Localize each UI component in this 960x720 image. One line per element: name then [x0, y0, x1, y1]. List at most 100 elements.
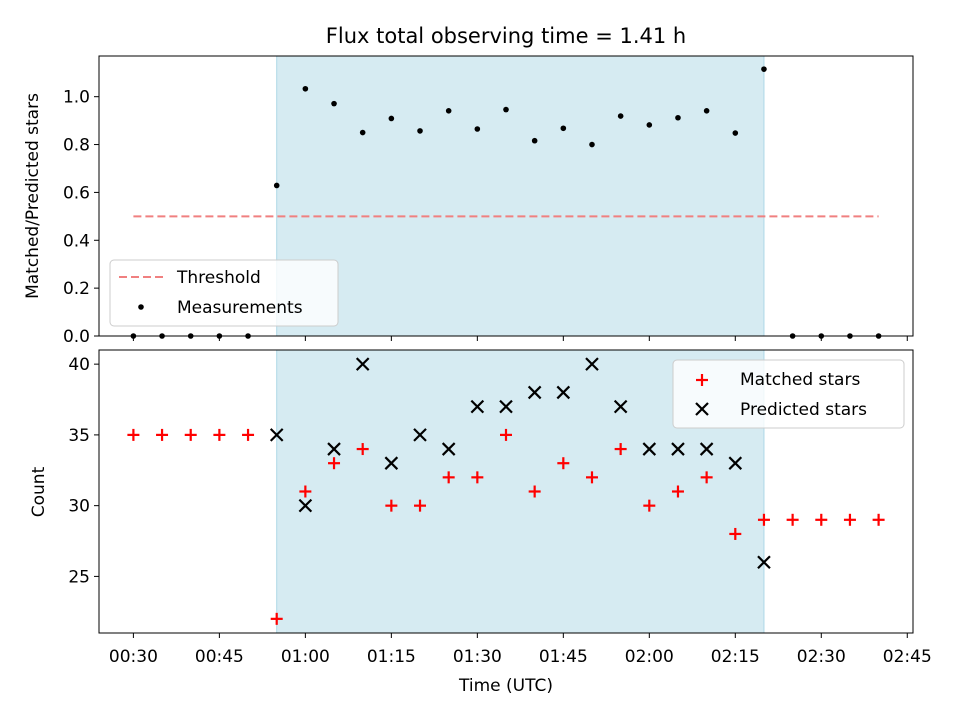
matched-star-point — [671, 485, 684, 498]
matched-star-point — [385, 499, 398, 512]
measurement-point — [273, 182, 280, 189]
x-tick-label: 00:30 — [109, 647, 158, 667]
top-panel: 0.0 0.2 0.4 0.6 0.8 1.0 Matched/Predicted sta… — [23, 55, 914, 347]
legend-measurements-label: Measurements — [177, 298, 303, 318]
matched-star-point — [872, 513, 885, 526]
matched-star-point — [127, 428, 140, 441]
bottom-y-axis-label: Count — [29, 466, 49, 517]
predicted-star-point — [556, 385, 571, 400]
measurement-point — [703, 108, 710, 114]
matched-star-point — [700, 471, 713, 484]
predicted-star-point — [355, 357, 370, 371]
measurement-point — [617, 113, 624, 119]
measurement-point — [761, 66, 767, 72]
bottom-y-tick-label: 40 — [68, 355, 90, 375]
measurement-point — [302, 85, 309, 92]
predicted-star-point — [269, 428, 284, 442]
measurement-point — [560, 125, 567, 132]
measurement-point — [732, 130, 739, 136]
observing-window-shade — [276, 55, 765, 337]
legend-threshold-label: Threshold — [176, 268, 261, 288]
measurement-point — [675, 114, 681, 121]
measurement-point — [445, 108, 452, 114]
predicted-star-point — [699, 442, 714, 456]
predicted-star-point — [728, 456, 743, 470]
predicted-star-point — [470, 399, 485, 414]
predicted-star-point — [441, 442, 456, 456]
measurement-point — [331, 100, 337, 107]
matched-star-point — [242, 428, 255, 441]
legend-predicted-label: Predicted stars — [740, 400, 867, 420]
matched-star-point — [815, 513, 828, 526]
predicted-star-point — [671, 442, 685, 456]
matched-star-point — [270, 612, 283, 625]
x-tick-label: 02:30 — [797, 647, 846, 667]
top-chart-title: Flux total observing time = 1.41 h — [326, 24, 686, 48]
predicted-star-point — [757, 555, 771, 570]
measurement-point — [359, 129, 366, 136]
predicted-star-point — [327, 442, 341, 456]
top-y-axis-label: Matched/Predicted stars — [23, 93, 43, 299]
predicted-star-point — [527, 385, 542, 400]
matched-star-point — [414, 499, 427, 512]
x-tick-label: 02:00 — [625, 647, 674, 667]
matched-star-point — [156, 428, 169, 441]
bottom-y-tick-label: 35 — [68, 426, 90, 446]
matched-star-point — [786, 513, 799, 526]
measurement-point — [531, 137, 538, 144]
matched-star-point — [356, 443, 369, 456]
top-y-tick-label: 0.6 — [63, 183, 90, 203]
x-tick-label: 01:45 — [539, 647, 588, 667]
top-y-tick-label: 1.0 — [63, 88, 90, 108]
x-axis-label: Time (UTC) — [458, 676, 553, 696]
matched-star-point — [729, 527, 742, 540]
matched-star-point — [328, 457, 341, 470]
matched-star-point — [843, 513, 856, 526]
measurement-point — [503, 106, 509, 113]
bottom-y-tick-label: 25 — [68, 567, 90, 587]
matched-star-point — [614, 443, 627, 456]
matched-star-point — [585, 471, 598, 484]
measurement-point — [474, 126, 481, 132]
bottom-y-tick-label: 30 — [68, 497, 90, 517]
top-y-tick-label: 0.2 — [63, 279, 90, 299]
matched-star-point — [299, 485, 312, 498]
x-tick-label: 02:15 — [711, 647, 760, 667]
matched-star-point — [643, 499, 656, 512]
matched-star-point — [757, 513, 770, 526]
bottom-legend: Matched stars Predicted stars — [672, 359, 905, 429]
x-tick-label: 01:00 — [281, 647, 330, 667]
measurement-point — [589, 141, 595, 148]
predicted-star-point — [499, 399, 513, 414]
predicted-star-point — [642, 442, 657, 456]
matched-star-point — [442, 471, 455, 484]
matched-star-point — [471, 471, 484, 484]
measurement-point — [388, 115, 395, 122]
bottom-panel: 25 30 35 40 00:30 00:45 01:00 01:15 01:30 01:45 0… — [29, 349, 932, 696]
matched-star-point — [213, 428, 226, 441]
x-tick-label: 01:15 — [367, 647, 416, 667]
legend-measurements-swatch — [138, 304, 144, 310]
measurement-point — [417, 128, 423, 134]
bottom-panel-frame — [98, 349, 914, 634]
measurement-point — [646, 122, 653, 128]
predicted-star-point — [613, 399, 628, 414]
x-tick-label: 01:30 — [453, 647, 502, 667]
legend-matched-swatch — [696, 374, 708, 386]
x-tick-label: 02:45 — [883, 647, 932, 667]
predicted-star-point — [384, 456, 399, 470]
predicted-star-point — [413, 428, 427, 442]
top-y-tick-label: 0.4 — [63, 231, 90, 251]
predicted-star-point — [585, 357, 599, 371]
predicted-star-point — [298, 498, 313, 513]
top-y-tick-label: 0.8 — [63, 136, 90, 156]
top-legend: Threshold Measurements — [109, 259, 339, 327]
legend-predicted-swatch — [695, 402, 709, 416]
legend-matched-label: Matched stars — [740, 370, 860, 390]
matched-star-point — [500, 428, 512, 441]
top-y-tick-label: 0.0 — [63, 327, 90, 347]
matched-star-point — [557, 457, 570, 470]
top-panel-frame — [98, 55, 914, 337]
matched-star-point — [184, 428, 197, 441]
